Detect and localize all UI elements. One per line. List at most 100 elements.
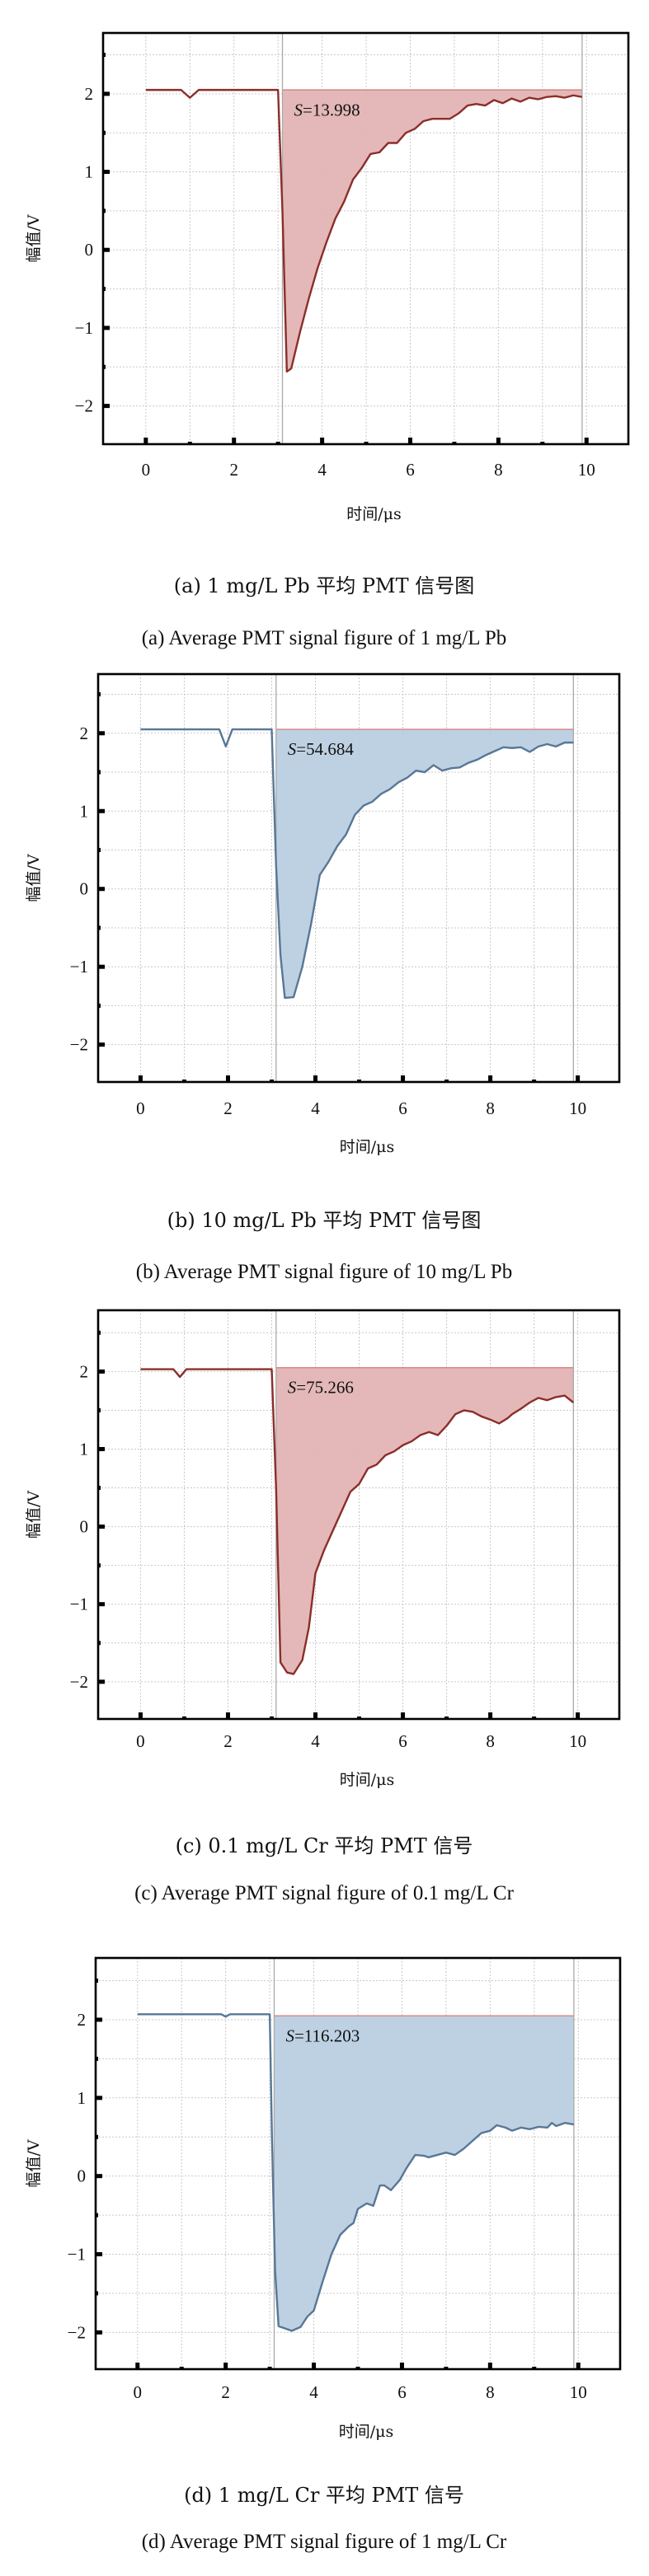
y-tick-label: 2: [85, 84, 94, 104]
caption-chinese: (c) 0.1 mg/L Cr 平均 PMT 信号: [176, 1834, 473, 1857]
caption-english: (d) Average PMT signal figure of 1 mg/L …: [142, 2531, 507, 2553]
signal-line: [145, 88, 583, 373]
y-axis-title: 幅值/V: [25, 214, 43, 262]
y-major-tick: [98, 964, 105, 969]
y-minor-tick: [98, 925, 101, 930]
y-major-tick: [98, 1602, 105, 1607]
caption-english: (c) Average PMT signal figure of 0.1 mg/…: [134, 1882, 515, 1904]
x-major-tick: [488, 1712, 493, 1719]
x-tick-label: 10: [570, 2382, 587, 2402]
x-tick-label: 4: [309, 2382, 318, 2402]
area-symbol: S: [288, 739, 297, 759]
area-value: =13.998: [303, 100, 360, 119]
x-major-tick: [584, 438, 589, 444]
x-major-tick: [313, 1075, 318, 1082]
caption-english: (a) Average PMT signal figure of 1 mg/L …: [142, 627, 507, 649]
x-minor-tick: [444, 1080, 449, 1082]
integrated-area: [275, 729, 574, 998]
x-tick-label: 10: [569, 1098, 586, 1118]
y-major-tick: [98, 887, 105, 892]
y-minor-tick: [103, 364, 106, 369]
integrated-area: [282, 90, 582, 372]
area-annotation: S=54.684: [288, 739, 355, 759]
y-minor-tick: [98, 847, 101, 852]
y-minor-tick: [103, 287, 106, 292]
y-minor-tick: [98, 1563, 101, 1568]
x-minor-tick: [444, 1717, 449, 1719]
x-minor-tick: [540, 442, 545, 444]
x-minor-tick: [275, 442, 280, 444]
y-minor-tick: [103, 208, 106, 213]
y-major-tick: [98, 1679, 105, 1684]
y-tick-label: −2: [70, 1672, 88, 1692]
area-symbol: S: [288, 1378, 297, 1398]
chart-panel-c: 0 2 4 6 8 10 −2 −1 0 1 2 时间/μs 幅值/V S=75.266 (c) 0.1 m…: [25, 1309, 621, 1904]
y-minor-tick: [98, 692, 101, 697]
integrated-area: [275, 1367, 574, 1674]
x-tick-label: 0: [136, 1731, 145, 1751]
x-tick-label: 2: [223, 1098, 233, 1118]
y-major-tick: [96, 2017, 102, 2022]
x-major-tick: [138, 1712, 143, 1719]
x-major-tick: [138, 1075, 143, 1082]
area-annotation: S=13.998: [294, 100, 360, 119]
x-tick-label: 0: [142, 460, 151, 480]
x-major-tick: [225, 1075, 230, 1082]
caption-chinese: (b) 10 mg/L Pb 平均 PMT 信号图: [167, 1209, 482, 1232]
x-minor-tick: [357, 1080, 362, 1082]
y-tick-label: 1: [80, 801, 89, 821]
y-axis-title: 幅值/V: [25, 854, 43, 902]
chart-panel-d: 0 2 4 6 8 10 −2 −1 0 1 2 时间/μs 幅值/V S=116.203 (d) 1 mg…: [25, 1956, 622, 2553]
y-minor-tick: [98, 1003, 101, 1008]
y-major-tick: [98, 1446, 105, 1451]
x-major-tick: [135, 2363, 140, 2369]
x-major-tick: [487, 2363, 492, 2369]
caption-english: (b) Average PMT signal figure of 10 mg/L…: [136, 1261, 512, 1283]
x-tick-label: 6: [398, 1731, 407, 1751]
x-tick-label: 8: [494, 460, 503, 480]
area-symbol: S: [294, 100, 303, 119]
x-major-tick: [320, 438, 325, 444]
x-minor-tick: [444, 2367, 449, 2369]
x-minor-tick: [355, 2367, 360, 2369]
y-major-tick: [98, 1525, 105, 1529]
y-major-tick: [96, 2096, 102, 2101]
x-major-tick: [232, 438, 237, 444]
area-value: =75.266: [296, 1378, 354, 1398]
x-minor-tick: [532, 2367, 537, 2369]
y-major-tick: [103, 247, 110, 252]
signal-line: [140, 1368, 575, 1675]
x-minor-tick: [452, 442, 457, 444]
y-tick-label: −2: [75, 396, 93, 416]
y-axis-title: 幅值/V: [25, 2139, 43, 2187]
y-tick-label: 0: [78, 2166, 87, 2186]
x-minor-tick: [267, 2367, 272, 2369]
y-major-tick: [96, 2252, 102, 2257]
area-value: =116.203: [294, 2026, 360, 2046]
y-tick-label: −1: [70, 957, 88, 977]
y-minor-tick: [96, 2291, 98, 2296]
y-tick-label: −1: [70, 1595, 88, 1614]
y-minor-tick: [98, 1330, 101, 1335]
y-tick-label: 1: [85, 162, 94, 182]
x-tick-label: 6: [398, 1098, 407, 1118]
y-tick-label: 2: [78, 2010, 87, 2030]
y-minor-tick: [98, 770, 101, 775]
y-major-tick: [96, 2174, 102, 2179]
x-major-tick: [223, 2363, 228, 2369]
y-major-tick: [98, 731, 105, 736]
x-tick-label: 10: [578, 460, 595, 480]
x-major-tick: [225, 1712, 230, 1719]
x-major-tick: [576, 2363, 581, 2369]
x-tick-label: 6: [406, 460, 415, 480]
x-major-tick: [488, 1075, 493, 1082]
y-minor-tick: [96, 2213, 98, 2218]
y-tick-label: 2: [80, 1361, 89, 1381]
y-tick-label: 0: [85, 240, 94, 260]
x-axis-title: 时间/μs: [340, 1138, 395, 1156]
area-symbol: S: [285, 2026, 294, 2046]
x-major-tick: [576, 1712, 581, 1719]
y-minor-tick: [98, 1486, 101, 1491]
y-tick-label: 0: [80, 879, 89, 899]
